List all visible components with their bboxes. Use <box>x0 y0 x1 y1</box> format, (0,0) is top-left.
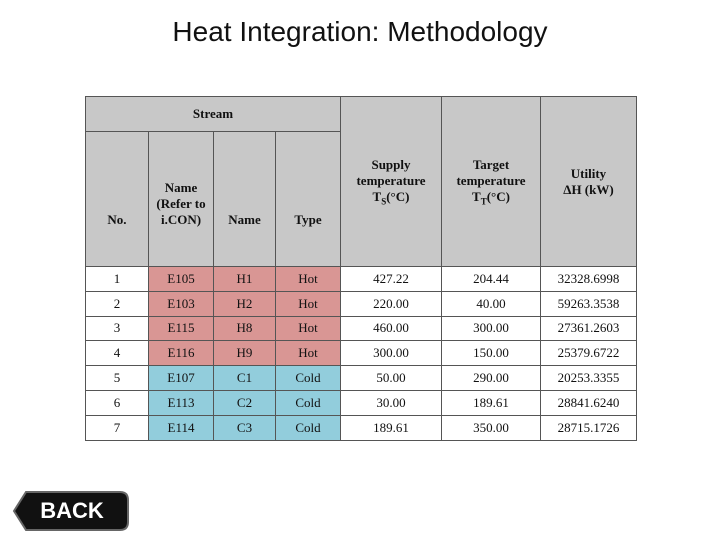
header-line: Type <box>294 212 322 227</box>
table-cell: 28715.1726 <box>540 414 637 441</box>
data-row: 2 E103 H2 Hot 220.00 40.00 59263.3538 <box>85 290 637 317</box>
slide-title: Heat Integration: Methodology <box>172 16 548 47</box>
table-cell: H9 <box>213 340 276 367</box>
table-cell: 150.00 <box>441 340 541 367</box>
table-cell: Hot <box>275 290 341 317</box>
header-subscript: T <box>480 196 487 207</box>
table-cell: E103 <box>148 290 214 317</box>
column-header: Type <box>275 131 341 267</box>
column-header: Name <box>213 131 276 267</box>
data-row: 1 E105 H1 Hot 427.22 204.44 32328.6998 <box>85 266 637 292</box>
data-row: 3 E115 H8 Hot 460.00 300.00 27361.2603 <box>85 315 637 342</box>
header-line: Name <box>164 180 198 195</box>
table-cell: E113 <box>148 389 214 416</box>
table-cell: 25379.6722 <box>540 340 637 367</box>
header-line: ΔH (kW) <box>563 181 614 197</box>
data-row: 5 E107 C1 Cold 50.00 290.00 20253.3355 <box>85 365 637 391</box>
table-cell: Cold <box>275 389 341 416</box>
back-button[interactable]: BACK <box>12 490 132 532</box>
column-header: Supply temperature TS(°C) <box>340 96 442 267</box>
table-cell: E105 <box>148 266 214 292</box>
table-cell: Cold <box>275 414 341 441</box>
column-header: Utility ΔH (kW) <box>540 96 637 267</box>
table-cell: 20253.3355 <box>540 365 637 391</box>
header-row: No. Name (Refer to i.CON) Name Type <box>85 131 637 267</box>
column-header: No. <box>85 131 149 267</box>
table-cell: C3 <box>213 414 276 441</box>
table-cell: E114 <box>148 414 214 441</box>
header-line: temperature <box>356 172 426 188</box>
table-cell: 40.00 <box>441 290 541 317</box>
table-cell: C1 <box>213 365 276 391</box>
column-header: Name (Refer to i.CON) <box>148 131 214 267</box>
table-cell: 350.00 <box>441 414 541 441</box>
button-shape <box>12 491 129 531</box>
table-cell: 59263.3538 <box>540 290 637 317</box>
table-cell: C2 <box>213 389 276 416</box>
data-row: 4 E116 H9 Hot 300.00 150.00 25379.6722 <box>85 340 637 367</box>
table-cell: 189.61 <box>340 414 442 441</box>
table-cell: E115 <box>148 315 214 342</box>
table-cell: 7 <box>85 414 149 441</box>
table-cell: E107 <box>148 365 214 391</box>
stream-table: Stream Supply temperature TS(°C) Target tempe… <box>85 96 637 441</box>
table-cell: H8 <box>213 315 276 342</box>
header-subscript: S <box>381 196 387 207</box>
table-cell: 189.61 <box>441 389 541 416</box>
table-cell: 4 <box>85 340 149 367</box>
table-cell: 2 <box>85 290 149 317</box>
table-cell: 300.00 <box>340 340 442 367</box>
table-cell: 290.00 <box>441 365 541 391</box>
header-unit: (°C) <box>486 188 510 204</box>
header-line: No. <box>107 212 127 227</box>
header-line: temperature <box>456 172 526 188</box>
table-cell: 460.00 <box>340 315 442 342</box>
header-symbol: T <box>472 188 481 204</box>
table-cell: 27361.2603 <box>540 315 637 342</box>
table-cell: 6 <box>85 389 149 416</box>
column-header: Target temperature TT(°C) <box>441 96 541 267</box>
table-cell: Hot <box>275 315 341 342</box>
header-line: Supply <box>371 156 411 172</box>
table-cell: E116 <box>148 340 214 367</box>
table-cell: 32328.6998 <box>540 266 637 292</box>
header-symbol: T <box>372 188 382 204</box>
group-header: Stream <box>85 96 341 132</box>
table-cell: 30.00 <box>340 389 442 416</box>
table-cell: 300.00 <box>441 315 541 342</box>
table-cell: 5 <box>85 365 149 391</box>
header-line: Utility <box>570 165 607 181</box>
table-cell: 204.44 <box>441 266 541 292</box>
header-line: (Refer to <box>156 196 206 211</box>
table-cell: 1 <box>85 266 149 292</box>
table-cell: 28841.6240 <box>540 389 637 416</box>
data-row: 7 E114 C3 Cold 189.61 350.00 28715.1726 <box>85 414 637 441</box>
table-cell: 220.00 <box>340 290 442 317</box>
table-cell: Cold <box>275 365 341 391</box>
table-cell: 427.22 <box>340 266 442 292</box>
header-row: Stream Supply temperature TS(°C) Target tempe… <box>85 96 637 267</box>
data-row: 6 E113 C2 Cold 30.00 189.61 28841.6240 <box>85 389 637 416</box>
header-unit: (°C) <box>386 188 410 204</box>
table-cell: 3 <box>85 315 149 342</box>
header-line: Name <box>228 212 261 227</box>
button-label: BACK <box>40 498 104 523</box>
header-line: Target <box>472 156 510 172</box>
table-cell: 50.00 <box>340 365 442 391</box>
header-line: i.CON) <box>160 212 202 227</box>
table-cell: H1 <box>213 266 276 292</box>
table-cell: Hot <box>275 266 341 292</box>
table-cell: H2 <box>213 290 276 317</box>
table-cell: Hot <box>275 340 341 367</box>
